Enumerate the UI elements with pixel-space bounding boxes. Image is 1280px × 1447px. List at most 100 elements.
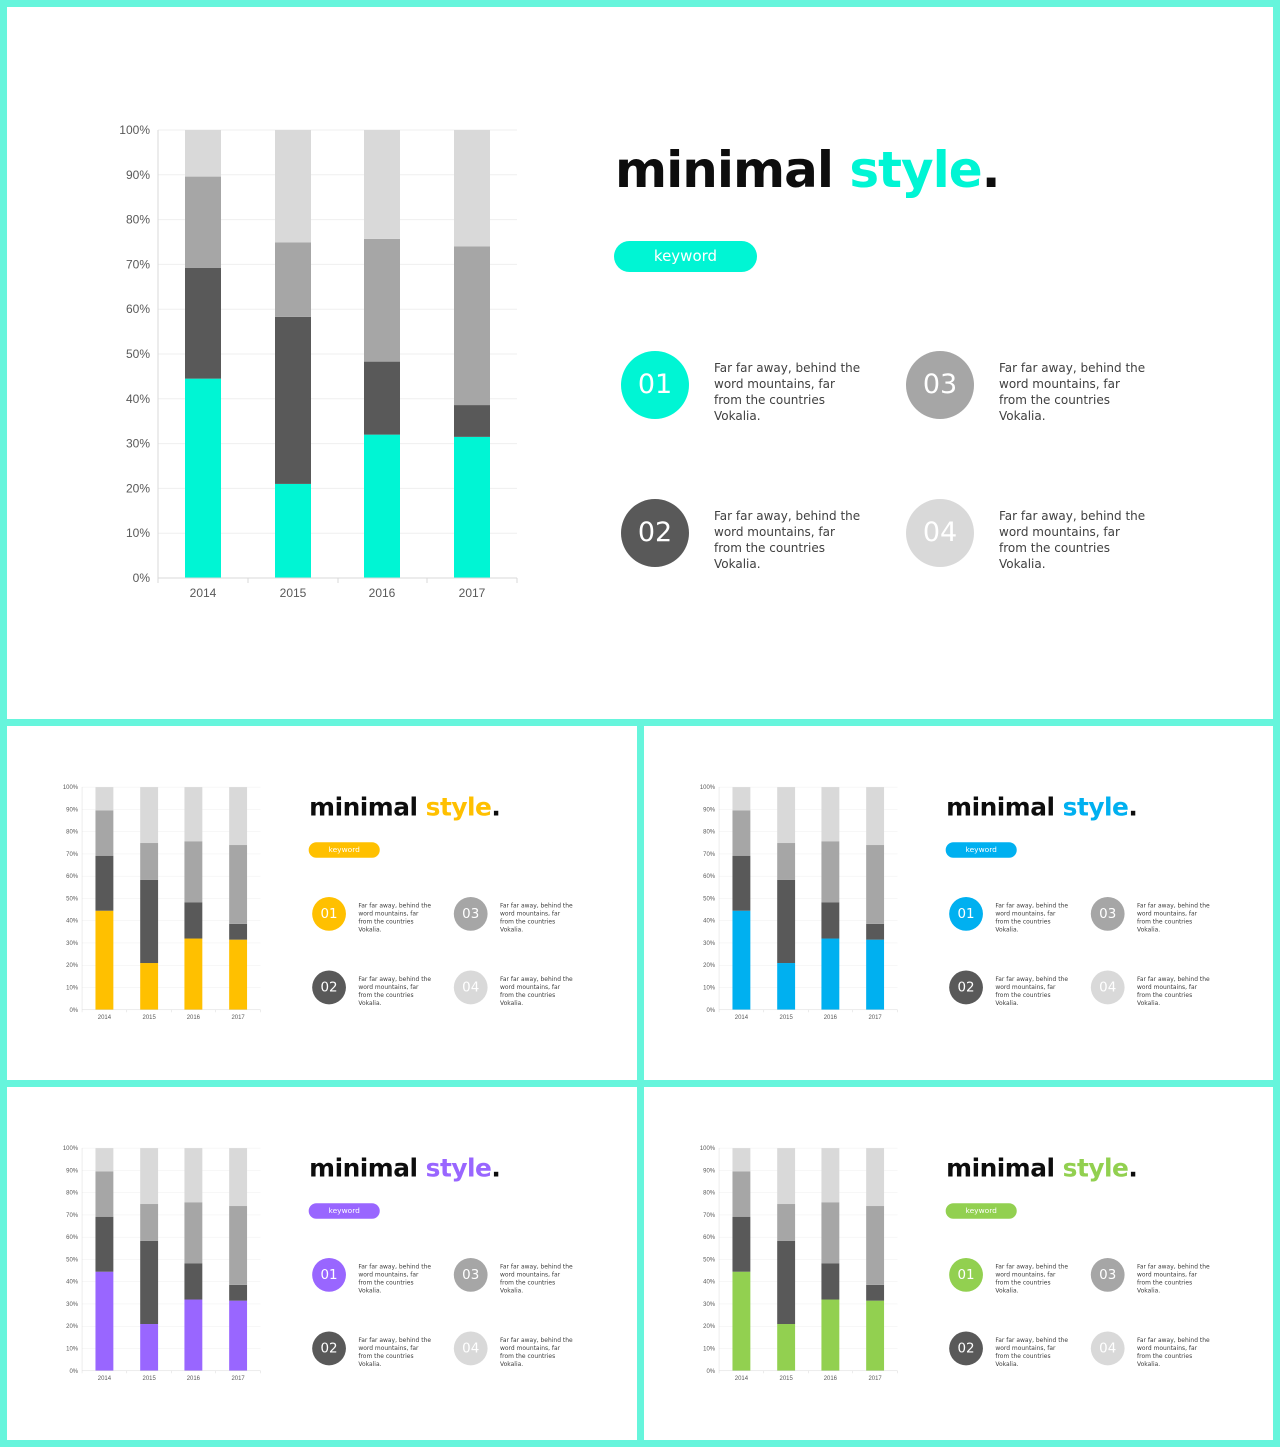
bar-segment <box>777 843 796 880</box>
bar-segment <box>454 246 490 406</box>
bar-segment <box>229 787 248 846</box>
item-description: Far far away, behind the word mountains,… <box>500 1262 573 1294</box>
x-tick-label: 2017 <box>868 1376 882 1382</box>
bar-segment <box>275 316 311 484</box>
bar-segment <box>184 1263 203 1300</box>
bar-segment <box>229 1148 248 1207</box>
y-tick-label: 90% <box>126 168 150 182</box>
slide-title: minimal style. <box>946 1153 1138 1183</box>
y-tick-label: 80% <box>126 213 150 227</box>
bar-segment <box>140 1204 159 1241</box>
y-tick-label: 60% <box>66 874 79 880</box>
bar-segment <box>732 910 751 1010</box>
bar-segment <box>732 1216 751 1272</box>
x-tick-label: 2016 <box>824 1015 838 1021</box>
y-tick-label: 40% <box>66 919 79 925</box>
number-circle: 01 <box>949 896 983 931</box>
bar-segment <box>229 845 248 924</box>
title-period: . <box>1128 792 1138 822</box>
bar-segment <box>184 787 203 842</box>
bar-segment <box>454 130 490 247</box>
stacked-bar-chart: 0% 10% 20% 30% 40% 50% 60% 70% 80% 90% 100% 2014 201… <box>63 1146 261 1382</box>
item-description: Far far away, behind the word mountains,… <box>500 1336 573 1368</box>
bar-segment <box>777 879 796 964</box>
y-tick-label: 10% <box>66 1347 79 1353</box>
stacked-bar-chart: 0% 10% 20% 30% 40% 50% 60% 70% 80% 90% 100% 2014 201… <box>700 1146 898 1382</box>
x-tick-label: 2016 <box>187 1015 201 1021</box>
item-description: Far far away, behind the word mountains,… <box>358 975 432 1007</box>
bar-segment <box>140 1240 159 1325</box>
y-tick-label: 40% <box>66 1280 79 1286</box>
bar-segment <box>185 176 221 268</box>
y-tick-label: 20% <box>703 963 716 969</box>
number-circle: 01 <box>312 1257 346 1292</box>
y-tick-label: 80% <box>66 830 79 836</box>
item-description: Far far away, behind the word mountains,… <box>500 901 573 933</box>
x-tick-label: 2016 <box>187 1376 201 1382</box>
y-tick-label: 60% <box>703 1235 716 1241</box>
bar-segment <box>140 963 159 1010</box>
number-circle: 04 <box>453 970 488 1005</box>
item-description: Far far away, behind the word mountains,… <box>995 975 1069 1007</box>
item-description: Far far away, behind the word mountains,… <box>714 361 861 423</box>
item-description: Far far away, behind the word mountains,… <box>358 1262 432 1294</box>
bar-segment <box>140 843 159 880</box>
title-period: . <box>491 792 501 822</box>
slide-title: minimal style. <box>309 792 501 822</box>
number-circle: 03 <box>1090 896 1125 931</box>
bar-segment <box>777 1324 796 1371</box>
y-tick-label: 70% <box>126 257 150 271</box>
item-description: Far far away, behind the word mountains,… <box>500 975 573 1007</box>
y-tick-label: 30% <box>703 1302 716 1308</box>
title-word: minimal <box>309 1153 426 1183</box>
bar-segment <box>95 810 114 856</box>
title-word: minimal <box>309 792 426 822</box>
bar-segment <box>454 436 490 578</box>
x-tick-label: 2016 <box>824 1376 838 1382</box>
bar-segment <box>95 910 114 1010</box>
slide-green: 0% 10% 20% 30% 40% 50% 60% 70% 80% 90% 100% 2014 201… <box>644 1087 1273 1440</box>
y-tick-label: 50% <box>66 1257 79 1263</box>
x-tick-label: 2014 <box>735 1376 749 1382</box>
x-tick-label: 2014 <box>735 1015 749 1021</box>
y-tick-label: 100% <box>700 785 716 791</box>
number-circle: 03 <box>453 1257 488 1292</box>
bar-segment <box>732 1171 751 1217</box>
y-tick-label: 20% <box>126 481 150 495</box>
y-tick-label: 20% <box>66 963 79 969</box>
y-tick-label: 50% <box>66 896 79 902</box>
bar-segment <box>732 1148 751 1172</box>
keyword-badge: keyword <box>945 842 1017 858</box>
number-circle: 03 <box>906 351 974 419</box>
bar-segment <box>821 1263 840 1300</box>
bar-segment <box>185 267 221 379</box>
number-circle: 01 <box>312 896 346 931</box>
number-circle: 03 <box>453 896 488 931</box>
y-tick-label: 70% <box>703 1213 716 1219</box>
bar-segment <box>732 1271 751 1371</box>
y-tick-label: 20% <box>66 1324 79 1330</box>
bar-segment <box>821 1299 840 1371</box>
bar-segment <box>364 130 400 239</box>
y-tick-label: 60% <box>126 302 150 316</box>
title-period: . <box>981 141 1001 199</box>
number-circle: 04 <box>1090 1331 1125 1366</box>
bar-segment <box>777 1204 796 1241</box>
y-tick-label: 10% <box>66 986 79 992</box>
x-tick-label: 2014 <box>98 1015 112 1021</box>
y-tick-label: 20% <box>703 1324 716 1330</box>
number-circle: 02 <box>949 1331 983 1366</box>
x-tick-label: 2015 <box>143 1376 157 1382</box>
x-tick-label: 2016 <box>369 586 396 600</box>
y-tick-label: 50% <box>703 896 716 902</box>
x-tick-label: 2015 <box>780 1376 794 1382</box>
slide-title: minimal style. <box>309 1153 501 1183</box>
bar-segment <box>821 938 840 1010</box>
item-description: Far far away, behind the word mountains,… <box>1137 1336 1210 1368</box>
y-tick-label: 100% <box>119 123 150 137</box>
item-description: Far far away, behind the word mountains,… <box>999 361 1146 423</box>
bar-segment <box>275 130 311 243</box>
number-circle: 04 <box>1090 970 1125 1005</box>
keyword-badge: keyword <box>614 241 757 272</box>
bar-segment <box>229 1300 248 1371</box>
